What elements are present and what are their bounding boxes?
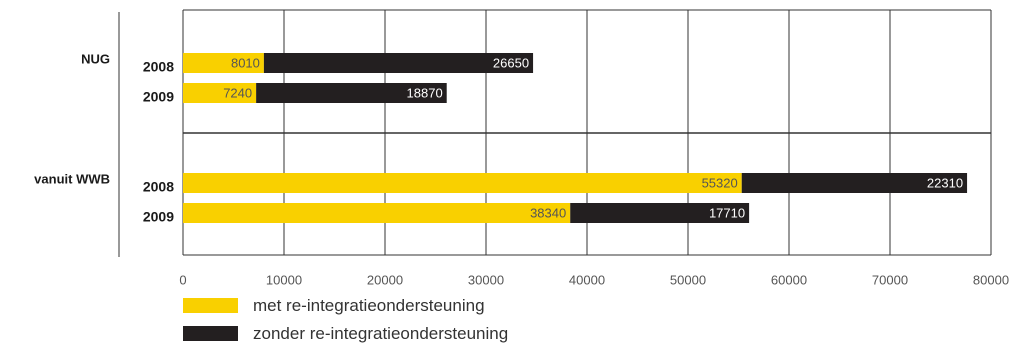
x-tick-label: 40000 [569, 272, 605, 287]
year-label: 2009 [143, 89, 174, 105]
x-axis-ticks: 0 10000 20000 30000 40000 50000 60000 70000 8000… [179, 272, 1009, 287]
data-label: 8010 [231, 55, 260, 70]
legend-label: zonder re-integratieondersteuning [253, 324, 508, 343]
bar-segment-met [183, 83, 257, 103]
year-label: 2008 [143, 59, 174, 75]
x-tick-label: 20000 [367, 272, 403, 287]
x-tick-label: 30000 [468, 272, 504, 287]
x-tick-label: 0 [179, 272, 186, 287]
data-label: 38340 [530, 205, 566, 220]
data-label: 7240 [223, 85, 252, 100]
legend-swatch [183, 298, 238, 313]
data-label: 22310 [927, 175, 963, 190]
bar-segment-met [183, 173, 742, 193]
year-label: 2008 [143, 179, 174, 195]
year-label: 2009 [143, 209, 174, 225]
data-label: 26650 [493, 55, 529, 70]
bar-segment-zonder [256, 83, 447, 103]
data-label: 55320 [702, 175, 738, 190]
legend: met re-integratieondersteuning zonder re-… [183, 296, 508, 343]
x-tick-label: 80000 [973, 272, 1009, 287]
bars: 8010 26650 7240 18870 55320 22310 38340 17710 [183, 53, 968, 223]
x-tick-label: 70000 [872, 272, 908, 287]
x-tick-label: 10000 [266, 272, 302, 287]
x-tick-label: 50000 [670, 272, 706, 287]
bar-segment-met [183, 53, 264, 73]
legend-label: met re-integratieondersteuning [253, 296, 485, 315]
grid [118, 9, 992, 257]
bar-segment-zonder [570, 203, 750, 223]
bar-segment-met [183, 203, 571, 223]
category-labels: NUG 2008 2009 vanuit WWB 2008 2009 [34, 51, 174, 224]
bar-segment-zonder [741, 173, 968, 193]
x-tick-label: 60000 [771, 272, 807, 287]
group-label: NUG [81, 51, 110, 66]
data-label: 17710 [709, 205, 745, 220]
data-label: 18870 [407, 85, 443, 100]
group-label: vanuit WWB [34, 171, 110, 186]
legend-swatch [183, 326, 238, 341]
bar-segment-zonder [263, 53, 534, 73]
